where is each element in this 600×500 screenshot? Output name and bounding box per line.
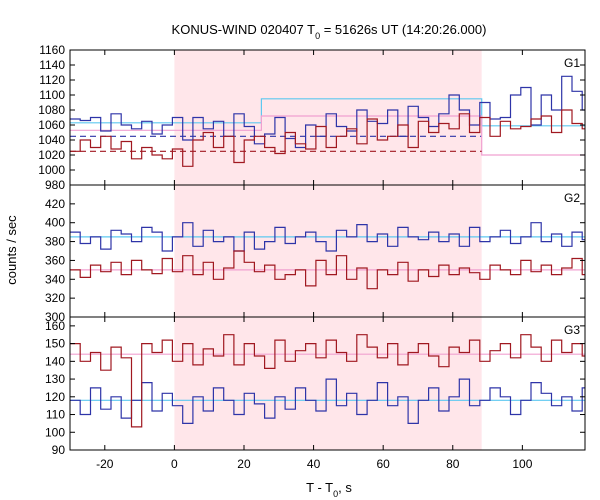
y-tick-label: 1140 bbox=[39, 58, 65, 72]
y-tick-label: 1000 bbox=[38, 163, 65, 177]
panel-frame bbox=[69, 316, 586, 451]
y-tick-label: 1060 bbox=[38, 118, 65, 132]
y-tick-label: 90 bbox=[52, 443, 66, 457]
y-tick-label: 420 bbox=[45, 197, 65, 211]
y-tick-label: 150 bbox=[45, 337, 65, 351]
y-tick-label: 160 bbox=[45, 319, 65, 333]
y-tick-label: 140 bbox=[45, 354, 65, 368]
shaded-interval bbox=[174, 317, 482, 450]
x-tick-label: -20 bbox=[96, 457, 114, 471]
x-tick-label: 40 bbox=[307, 457, 321, 471]
panel-g2: 300 320 340 360 380 400 420 G2 bbox=[45, 184, 586, 324]
x-tick-label: 80 bbox=[446, 457, 460, 471]
x-tick-label: 100 bbox=[512, 457, 532, 471]
series-blue-step-line bbox=[70, 378, 585, 424]
panel-g3: 90 100 110 120 130 140 150 160 G3 bbox=[45, 316, 586, 457]
y-tick-label: 380 bbox=[45, 235, 65, 249]
chart-title: KONUS-WIND 020407 T0 = 51626s UT (14:20:… bbox=[172, 22, 487, 41]
x-axis-label: T - T0, s bbox=[306, 480, 352, 499]
panel-label: G2 bbox=[564, 191, 580, 205]
panel-label: G3 bbox=[564, 323, 580, 337]
y-tick-label: 1020 bbox=[38, 148, 65, 162]
y-tick-label: 340 bbox=[45, 272, 65, 286]
y-tick-label: 400 bbox=[45, 216, 65, 230]
y-tick-label: 100 bbox=[45, 425, 65, 439]
x-tick-label: 60 bbox=[376, 457, 390, 471]
reference-line-cyan-solid bbox=[70, 98, 585, 127]
series-blue-step-line bbox=[70, 222, 585, 252]
y-tick-label: 1160 bbox=[39, 43, 65, 57]
x-tick-label: 20 bbox=[237, 457, 251, 471]
y-tick-label: 110 bbox=[46, 408, 65, 422]
y-tick-label: 980 bbox=[45, 178, 65, 192]
y-tick-label: 130 bbox=[45, 372, 65, 386]
panels-group: 980100010201040106010801100112011401160G… bbox=[38, 43, 586, 471]
y-tick-label: 1100 bbox=[39, 88, 65, 102]
y-tick-label: 1080 bbox=[38, 103, 65, 117]
reference-line-pink-solid bbox=[70, 115, 585, 156]
shaded-interval bbox=[174, 50, 482, 185]
series-red-step-line bbox=[70, 250, 585, 290]
y-tick-label: 1120 bbox=[39, 73, 65, 87]
y-tick-label: 300 bbox=[45, 310, 65, 324]
series-red-step-line bbox=[70, 109, 585, 167]
x-tick-label: 0 bbox=[171, 457, 178, 471]
y-tick-label: 1040 bbox=[38, 133, 65, 147]
y-axis-label: counts / sec bbox=[4, 215, 19, 285]
series-red-step-line bbox=[70, 334, 585, 428]
y-tick-label: 360 bbox=[45, 253, 65, 267]
y-tick-label: 320 bbox=[45, 291, 65, 305]
y-tick-label: 120 bbox=[45, 390, 65, 404]
panel-label: G1 bbox=[564, 56, 580, 70]
